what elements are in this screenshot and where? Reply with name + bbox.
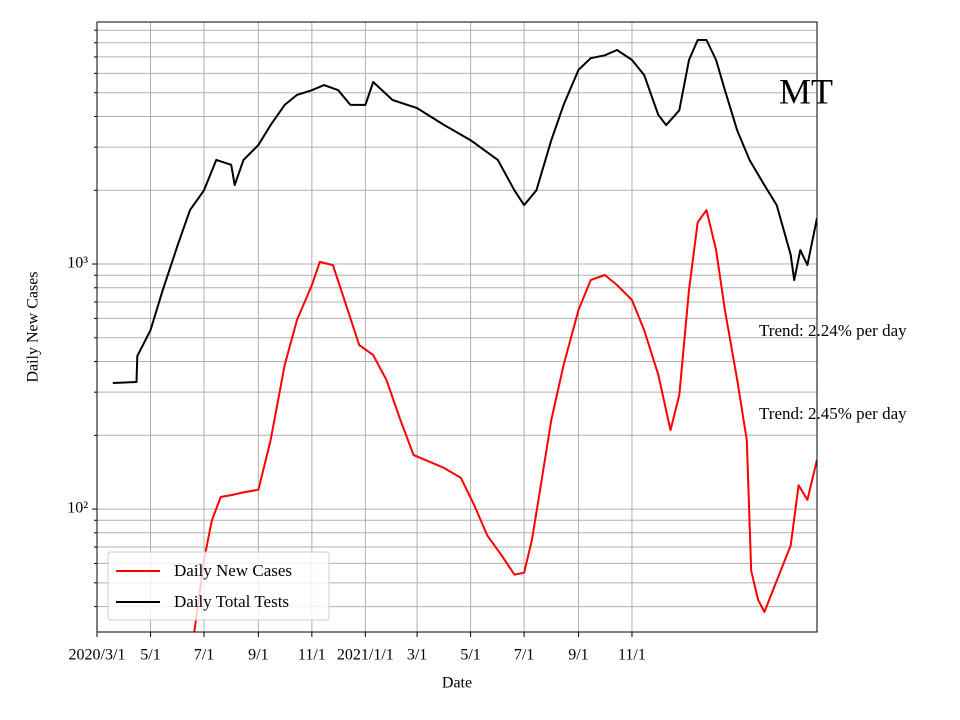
x-axis-label: Date [442,675,472,692]
data-line [112,39,817,384]
y-tick-label: 10² [67,500,88,517]
legend-label: Daily New Cases [174,561,292,580]
x-tick-label: 2021/1/1 [337,647,394,664]
annotation: Trend: 2.24% per day [759,321,907,340]
x-tick-label: 9/1 [248,647,268,664]
grid [96,22,817,632]
x-tick-label: 2020/3/1 [69,647,126,664]
axes-frame [96,21,818,633]
x-tick-label: 9/1 [568,647,588,664]
plot-area [112,39,817,632]
legend-box [107,551,330,621]
x-tick-label: 3/1 [407,647,427,664]
x-tick-label: 7/1 [514,647,534,664]
x-tick-label: 11/1 [298,647,326,664]
x-tick-label: 5/1 [460,647,480,664]
legend-label: Daily Total Tests [174,592,289,611]
chart-title: MT [779,71,833,111]
y-axis-label: Daily New Cases [25,271,42,382]
legend: Daily New Cases Daily Total Tests [107,551,330,621]
x-tick-label: 5/1 [140,647,160,664]
x-tick-label: 11/1 [618,647,646,664]
x-tick-label: 7/1 [194,647,214,664]
data-line [193,209,817,632]
y-tick-label: 10³ [67,255,88,272]
annotation: Trend: 2.45% per day [759,404,907,423]
